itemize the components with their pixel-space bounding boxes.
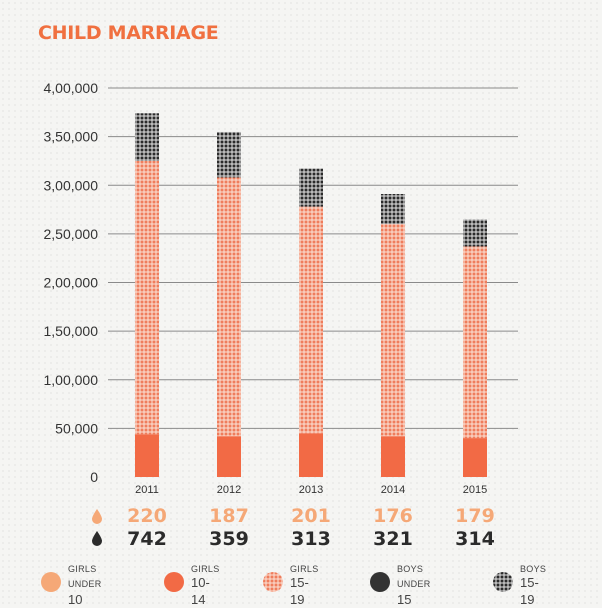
bar-segment-girls-10-14 <box>299 433 323 477</box>
bar-segment-girls-10-14 <box>381 436 405 477</box>
y-tick-label: 1,50,000 <box>44 323 99 339</box>
boys-under-15-icon <box>370 572 390 592</box>
bar-segment-girls-15-19 <box>135 160 159 435</box>
bar-segment-boys-15-19 <box>463 219 487 247</box>
chart-title: CHILD MARRIAGE <box>38 22 219 44</box>
bar-segment-boys-15-19 <box>135 113 159 161</box>
boys-15-19-icon <box>493 572 513 592</box>
bar-segment-girls-15-19 <box>381 224 405 437</box>
x-tick-label: 2015 <box>463 484 487 496</box>
girls-10-14-icon <box>164 572 184 592</box>
legend-label: GIRLS <box>290 564 319 574</box>
bar-segment-girls-15-19 <box>299 206 323 434</box>
bar-segment-girls-10-14 <box>217 436 241 477</box>
boys-under-15-count: 359 <box>209 528 249 550</box>
girls-under-10-icon <box>41 572 61 592</box>
legend-label: UNDER <box>68 579 102 590</box>
stacked-bar-chart: 0 50,000 1,00,000 1,50,000 2,00,000 2,50,000 3… <box>44 80 518 496</box>
bar-segment-girls-10-14 <box>463 438 487 477</box>
y-tick-label: 4,00,000 <box>44 80 99 96</box>
legend-label: 15-19 <box>290 575 309 607</box>
light-drop-icon <box>92 509 102 524</box>
legend-label: GIRLS <box>191 564 220 574</box>
bar-segment-boys-15-19 <box>381 194 405 225</box>
bar-segment-girls-10-14 <box>135 434 159 477</box>
legend-label: BOYS <box>520 564 547 574</box>
legend-label: UNDER <box>397 579 431 590</box>
legend-label: 10 <box>68 591 83 607</box>
y-tick-label: 3,00,000 <box>44 177 99 193</box>
girls-under-10-count: 220 <box>127 505 167 527</box>
y-tick-label: 2,00,000 <box>44 275 99 291</box>
x-tick-label: 2014 <box>381 484 405 496</box>
x-tick-label: 2011 <box>135 484 159 496</box>
girls-under-10-count: 187 <box>209 505 249 527</box>
bar-segment-girls-15-19 <box>217 177 241 437</box>
x-tick-label: 2012 <box>217 484 241 496</box>
bar-segment-boys-15-19 <box>217 131 241 178</box>
y-tick-label: 50,000 <box>55 420 98 436</box>
y-tick-label: 0 <box>90 469 98 485</box>
legend-label: 15 <box>397 591 412 607</box>
bar-segment-boys-15-19 <box>299 168 323 207</box>
bar-segment-girls-15-19 <box>463 246 487 439</box>
girls-under-10-count: 201 <box>291 505 331 527</box>
girls-under-10-count: 179 <box>455 505 495 527</box>
legend-label: 10-14 <box>191 575 210 607</box>
girls-15-19-icon <box>263 572 283 592</box>
girls-under-10-count: 176 <box>373 505 413 527</box>
y-tick-label: 1,00,000 <box>44 372 99 388</box>
legend-label: GIRLS <box>68 564 97 574</box>
x-tick-label: 2013 <box>299 484 323 496</box>
legend: GIRLS UNDER 10 GIRLS 10-14 GIRLS 15-19 <box>0 560 602 607</box>
boys-under-15-count: 314 <box>455 528 495 550</box>
boys-under-15-count: 321 <box>373 528 413 550</box>
boys-under-15-count: 742 <box>127 528 167 550</box>
dark-drop-icon <box>92 531 102 546</box>
boys-under-15-count: 313 <box>291 528 331 550</box>
legend-label: 15-19 <box>520 575 539 607</box>
y-tick-label: 3,50,000 <box>44 129 99 145</box>
y-tick-label: 2,50,000 <box>44 226 99 242</box>
legend-label: BOYS <box>397 564 424 574</box>
